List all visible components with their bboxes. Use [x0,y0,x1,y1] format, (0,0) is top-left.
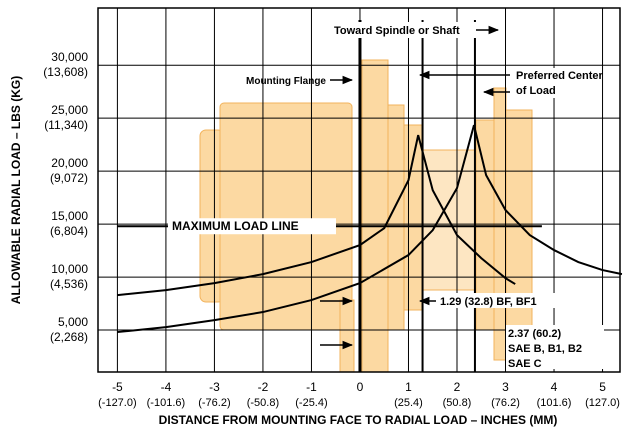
x-tick-label: 5 [599,380,606,394]
y-tick-label: (4,536) [50,277,88,291]
annotation: of Load [516,85,556,97]
x-tick-label: (76.2) [491,397,520,409]
x-tick-label: (-101.6) [147,397,186,409]
y-tick-label: 15,000 [51,209,88,223]
annotation: Toward Spindle or Shaft [334,25,460,37]
annotation: MAXIMUM LOAD LINE [172,219,299,233]
annotation: SAE B, B1, B2 [508,343,582,355]
annotation: 2.37 (60.2) [508,328,562,340]
x-tick-label: (-50.8) [247,397,279,409]
x-tick-label: 4 [551,380,558,394]
y-tick-label: (6,804) [50,224,88,238]
x-tick-label: -4 [161,380,172,394]
label-bg [512,68,598,98]
y-tick-label: (2,268) [50,330,88,344]
label-bg [506,325,604,369]
y-tick-label: 5,000 [58,315,88,329]
annotation: Preferred Center [516,70,604,82]
x-tick-label: (25.4) [394,397,423,409]
annotation: 1.29 (32.8) BF, BF1 [440,296,537,308]
y-tick-label: 25,000 [51,103,88,117]
label-bg [438,293,568,308]
x-tick-label: (50.8) [443,397,472,409]
x-tick-label: (127.0) [585,397,620,409]
x-tick-label: -1 [306,380,317,394]
plot-frame [97,7,621,373]
y-tick-label: (11,340) [44,118,88,132]
x-tick-label: (-76.2) [198,397,230,409]
x-tick-label: -5 [112,380,123,394]
label-bg [330,22,500,38]
y-tick-label: (13,608) [43,65,88,79]
curve [117,134,516,297]
x-tick-label: (101.6) [537,397,572,409]
y-tick-label: 10,000 [51,262,88,276]
x-axis-title: DISTANCE FROM MOUNTING FACE TO RADIAL LO… [159,413,558,427]
x-tick-label: -2 [258,380,269,394]
y-tick-label: 30,000 [51,50,88,64]
x-tick-label: -3 [209,380,220,394]
label-bg [168,218,336,235]
y-axis-title: ALLOWABLE RADIAL LOAD – LBS (KG) [9,76,23,304]
motor-drawing [199,59,533,373]
x-tick-label: (-25.4) [295,397,327,409]
x-tick-label: (-127.0) [98,397,137,409]
x-tick-label: 0 [357,380,364,394]
x-tick-label: 1 [405,380,412,394]
x-tick-label: 2 [454,380,461,394]
y-tick-label: (9,072) [50,171,88,185]
curve [117,124,623,334]
y-tick-label: 20,000 [51,156,88,170]
x-tick-label: 3 [502,380,509,394]
annotation: SAE C [508,358,542,370]
annotation: Mounting Flange [246,76,326,87]
